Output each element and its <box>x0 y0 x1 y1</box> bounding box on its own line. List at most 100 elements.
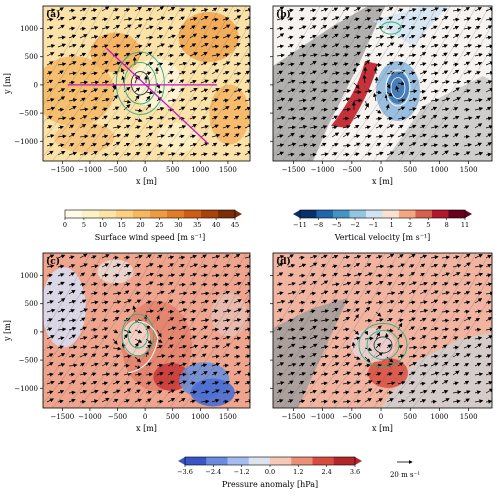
wind-vector <box>441 34 450 39</box>
wind-vector <box>101 25 110 30</box>
wind-vector <box>112 338 118 345</box>
wind-vector <box>353 124 360 129</box>
x-tick-label: 500 <box>404 166 417 174</box>
wind-vector <box>101 372 111 377</box>
wind-vector <box>178 273 186 277</box>
wind-vector <box>57 151 66 156</box>
wind-vector <box>244 354 250 359</box>
colorbar-tick-label: −3.6 <box>177 468 193 476</box>
wind-vector <box>276 115 286 120</box>
wind-vector <box>211 354 220 359</box>
wind-vector <box>233 381 240 385</box>
wind-vectors <box>46 6 250 157</box>
wind-vector <box>309 134 317 139</box>
terrain-contour <box>90 6 195 161</box>
wind-vector <box>189 381 196 386</box>
x-tick-label: 1000 <box>191 413 209 421</box>
wind-vector <box>123 24 132 30</box>
wind-vector <box>123 354 132 359</box>
wind-vector <box>68 151 78 156</box>
wind-vector <box>298 116 306 121</box>
wind-vector <box>298 89 306 94</box>
wind-vector <box>419 44 426 49</box>
wind-vector <box>90 88 99 93</box>
wind-vector <box>320 44 328 49</box>
wind-vector <box>211 17 219 22</box>
wind-vector <box>385 103 390 111</box>
y-axis-label: y [m] <box>3 320 12 342</box>
colorbar-extension-high <box>465 210 472 218</box>
wind-vector <box>101 44 109 49</box>
wind-vector <box>364 25 373 30</box>
wind-vector <box>68 124 75 129</box>
wind-vector <box>430 89 439 94</box>
wind-vector <box>178 372 187 377</box>
x-tick-label: 1500 <box>219 413 237 421</box>
wind-vector <box>384 93 389 102</box>
wind-vector <box>46 264 55 269</box>
wind-vector <box>68 8 76 13</box>
wind-vector <box>167 263 174 268</box>
wind-vector <box>474 142 483 147</box>
wind-vector <box>211 79 218 84</box>
colorbar-segment <box>167 210 185 218</box>
colorbar-segment <box>349 210 367 218</box>
wind-vector <box>101 345 110 349</box>
terrain-contour <box>103 6 208 161</box>
wind-vector <box>298 44 306 49</box>
wind-vector <box>46 143 54 147</box>
wind-vector <box>211 107 219 112</box>
wind-vector <box>68 363 78 368</box>
wind-vector <box>112 346 122 351</box>
wind-vector <box>474 25 481 30</box>
wind-vector <box>397 124 404 129</box>
wind-vector <box>101 34 108 39</box>
wind-vector <box>145 151 152 156</box>
wind-vector <box>145 281 154 286</box>
wind-vector <box>123 333 128 340</box>
wind-vector <box>244 143 250 148</box>
wind-vector <box>364 152 373 157</box>
wind-vector <box>463 34 471 39</box>
terrain-contour <box>273 6 373 157</box>
wind-vector <box>123 124 131 129</box>
wind-vector <box>112 16 121 21</box>
wind-vector <box>68 43 77 48</box>
wind-vector <box>101 291 109 296</box>
downdraft-core <box>387 72 409 104</box>
panel-1: (a) −1500 −1000 −500 0 500 1000 1500 x [m] 1000 50… <box>3 5 251 186</box>
wind-vector <box>167 255 175 260</box>
vortex-contour <box>385 69 411 107</box>
wind-vector <box>331 25 339 30</box>
wind-vector <box>430 35 437 40</box>
wind-vector <box>397 81 406 86</box>
wind-vector <box>408 53 417 58</box>
colorbar-segment <box>333 210 350 218</box>
wind-vector <box>200 308 208 313</box>
wind-vector <box>200 106 210 111</box>
wind-vector <box>233 106 242 111</box>
wind-vector <box>167 34 176 39</box>
wind-vector <box>57 96 66 102</box>
wind-vector <box>79 253 88 259</box>
wind-vector <box>101 107 108 112</box>
plot-area <box>43 253 250 408</box>
wind-vector <box>79 80 89 85</box>
plot-area <box>273 253 492 408</box>
wind-speed-patch <box>209 84 250 145</box>
wind-vector <box>112 106 120 111</box>
wind-vector <box>441 116 449 121</box>
wind-vector <box>309 60 317 66</box>
pressure-patch <box>211 293 248 337</box>
wind-vector <box>57 254 66 259</box>
wind-vector <box>200 318 210 323</box>
wind-vector <box>68 98 78 102</box>
wind-vector <box>46 273 53 278</box>
wind-vector <box>419 105 427 111</box>
wind-vector <box>79 263 88 268</box>
wind-vector <box>233 133 240 138</box>
wind-vector <box>101 60 109 66</box>
wind-vector <box>419 124 426 129</box>
wind-vector <box>353 134 361 139</box>
